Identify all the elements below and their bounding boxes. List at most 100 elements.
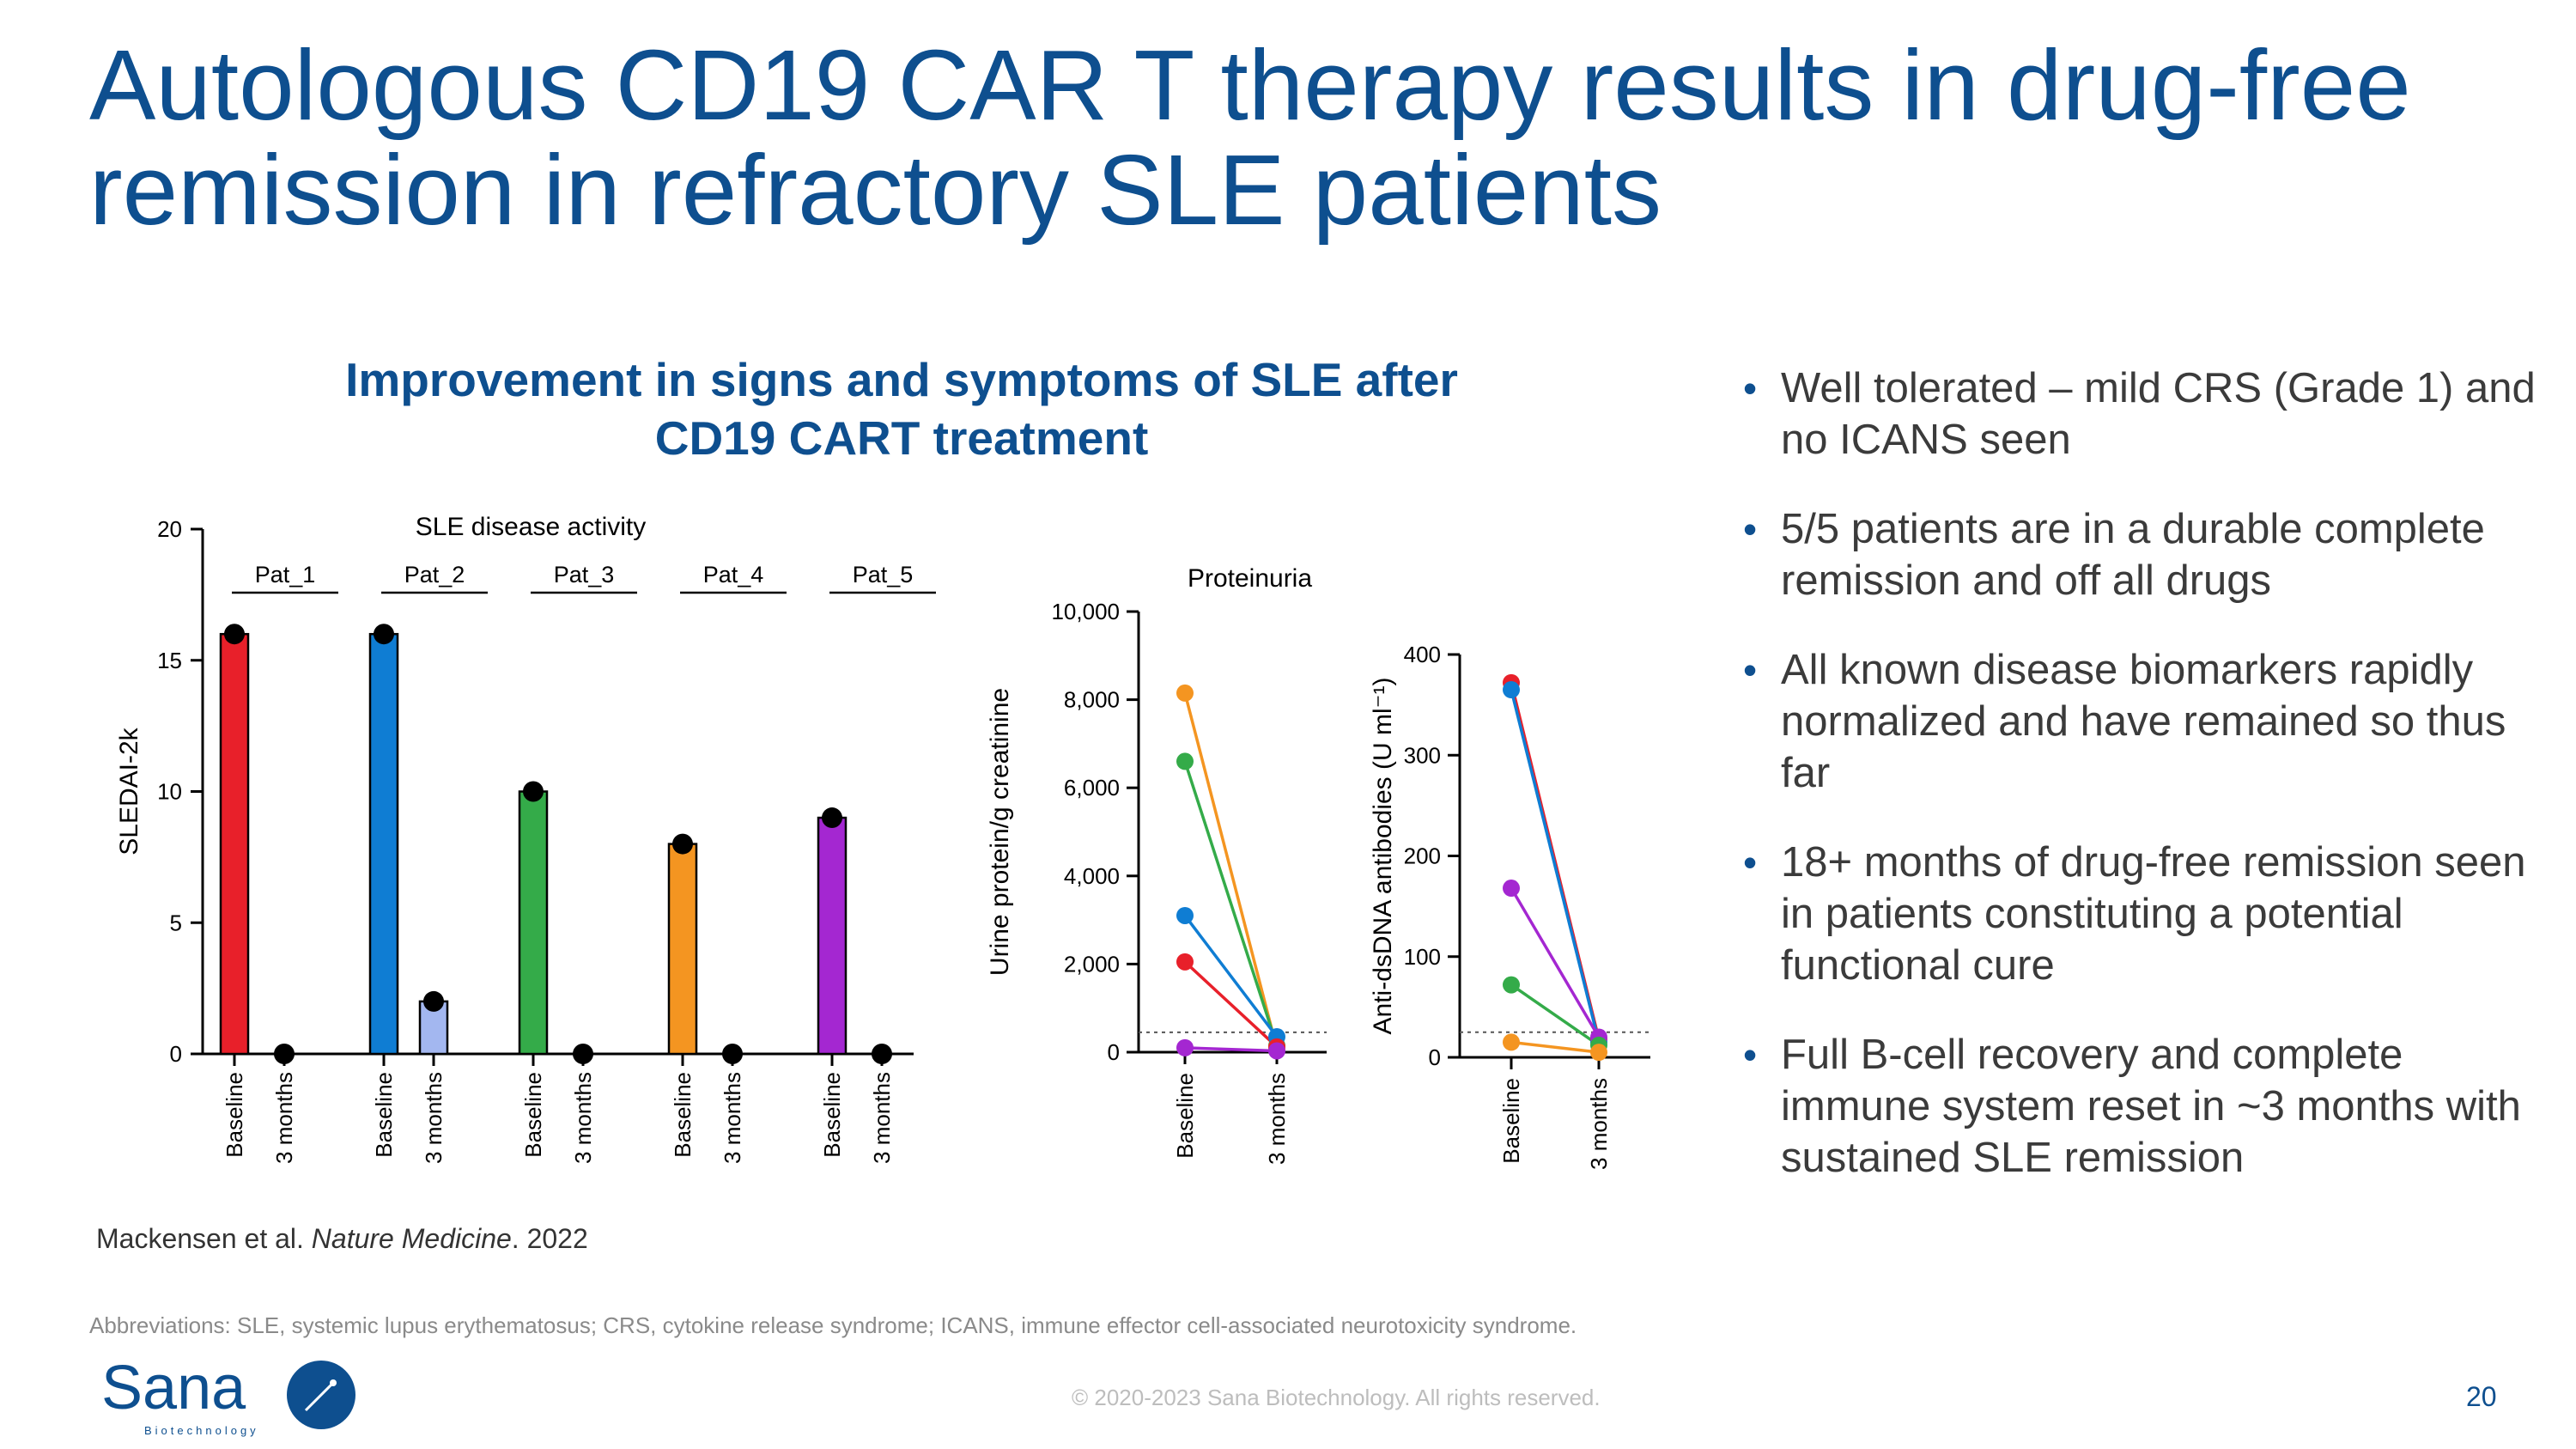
- x-tick-label: Baseline: [670, 1072, 696, 1158]
- patient-label: Pat_2: [404, 562, 465, 588]
- citation-journal: Nature Medicine: [311, 1223, 512, 1254]
- bullet-dot-icon: •: [1743, 366, 1758, 411]
- citation-authors: Mackensen et al.: [96, 1223, 312, 1254]
- x-tick-label: Baseline: [371, 1072, 397, 1158]
- y-axis-label: Anti-dsDNA antibodies (U ml⁻¹): [1369, 678, 1397, 1035]
- anti-dsdna-line-chart: 0 100 200 300 400 Anti-dsDNA antibodies (U ml…: [1369, 642, 1650, 1170]
- y-tick-label: 100: [1404, 944, 1441, 970]
- bullet-item: • 18+ months of drug-free remission seen …: [1743, 837, 2542, 991]
- slide-title: Autologous CD19 CAR T therapy results in…: [89, 29, 2411, 246]
- y-axis-label: Urine protein/g creatinine: [986, 688, 1014, 976]
- series-line-green: [1183, 760, 1279, 1046]
- y-tick-label: 0: [1108, 1039, 1120, 1065]
- x-tick-label: Baseline: [1172, 1073, 1198, 1159]
- series-line-orange: [1183, 692, 1279, 1050]
- series-line-orange: [1510, 1040, 1600, 1054]
- y-axis-label: SLEDAI-2k: [115, 727, 143, 855]
- patient-label: Pat_1: [255, 562, 316, 588]
- y-tick-label: 200: [1404, 843, 1441, 869]
- x-tick-label: 3 months: [1586, 1078, 1612, 1170]
- data-point-purple: [1268, 1042, 1285, 1060]
- series-line-purple: [1184, 1046, 1278, 1053]
- y-tick-label: 0: [170, 1041, 182, 1067]
- logo-dot-icon: [330, 1379, 337, 1386]
- y-tick-label: 4,000: [1064, 863, 1120, 889]
- y-tick-label: 2,000: [1064, 951, 1120, 977]
- patient-label: Pat_3: [554, 562, 615, 588]
- data-point-purple: [1503, 880, 1520, 898]
- logo-wordmark: Sana: [101, 1355, 246, 1422]
- data-point-orange: [1590, 1044, 1607, 1062]
- y-tick-label: 8,000: [1064, 687, 1120, 713]
- bullet-text: 5/5 patients are in a durable complete r…: [1781, 506, 2485, 604]
- x-tick-label: 3 months: [271, 1072, 297, 1164]
- y-tick-label: 20: [157, 516, 182, 542]
- data-point-orange: [1176, 684, 1194, 702]
- y-tick-label: 15: [157, 648, 182, 673]
- bullet-item: • All known disease biomarkers rapidly no…: [1743, 644, 2542, 799]
- chart-title: SLE disease activity: [416, 513, 646, 541]
- data-point-orange: [1503, 1033, 1520, 1051]
- data-point: [374, 624, 394, 645]
- y-tick-label: 300: [1404, 742, 1441, 768]
- sledai-bar-chart: 0 5 10 15 20 SLEDAI-2k SLE disease activity Pat…: [115, 513, 936, 1164]
- bullet-dot-icon: •: [1743, 507, 1758, 551]
- bullet-text: Well tolerated – mild CRS (Grade 1) and …: [1781, 365, 2536, 463]
- data-point-red: [1176, 953, 1194, 971]
- page-number: 20: [2466, 1381, 2497, 1412]
- bullet-item: • 5/5 patients are in a durable complete …: [1743, 503, 2542, 606]
- x-tick-label: Baseline: [520, 1072, 546, 1158]
- x-tick-label: 3 months: [421, 1072, 447, 1164]
- patient-label: Pat_4: [703, 562, 764, 588]
- x-tick-label: Baseline: [222, 1072, 247, 1158]
- data-point-green: [1176, 752, 1194, 770]
- series-line-purple: [1510, 887, 1601, 1038]
- x-tick-label: 3 months: [720, 1072, 745, 1164]
- data-point: [672, 833, 693, 855]
- y-tick-label: 400: [1404, 642, 1441, 667]
- data-point: [224, 624, 245, 645]
- data-point-green: [1503, 976, 1520, 994]
- patient-label: Pat_5: [853, 562, 914, 588]
- bullet-text: 18+ months of drug-free remission seen i…: [1781, 839, 2526, 989]
- bullet-text: Full B-cell recovery and complete immune…: [1781, 1032, 2521, 1181]
- x-tick-label: Baseline: [1498, 1078, 1524, 1164]
- series-line-red: [1183, 960, 1279, 1049]
- chart-title: Proteinuria: [1188, 564, 1312, 593]
- bullet-item: • Well tolerated – mild CRS (Grade 1) and…: [1743, 362, 2542, 466]
- proteinuria-line-chart: 0 2,000 4,000 6,000 8,000 10,000 Urine protein…: [986, 564, 1327, 1165]
- chart-heading: Improvement in signs and symptoms of SLE…: [232, 350, 1571, 467]
- data-point-blue: [1503, 681, 1520, 699]
- chart-heading-line-1: Improvement in signs and symptoms of SLE…: [345, 353, 1458, 406]
- y-tick-label: 6,000: [1064, 775, 1120, 801]
- bullet-dot-icon: •: [1743, 648, 1758, 692]
- y-tick-label: 0: [1429, 1044, 1441, 1070]
- bullet-text: All known disease biomarkers rapidly nor…: [1781, 647, 2506, 796]
- sana-logo: Sana Biotechnology: [101, 1355, 355, 1437]
- y-tick-label: 5: [170, 910, 182, 935]
- logo-subtext: Biotechnology: [144, 1424, 259, 1437]
- data-point: [423, 990, 444, 1012]
- citation: Mackensen et al. Nature Medicine. 2022: [96, 1223, 588, 1255]
- citation-year: . 2022: [511, 1223, 588, 1254]
- bullet-list: • Well tolerated – mild CRS (Grade 1) and…: [1743, 362, 2542, 1221]
- data-point-purple: [1176, 1038, 1194, 1056]
- copyright: © 2020-2023 Sana Biotechnology. All righ…: [1072, 1385, 1601, 1410]
- y-tick-label: 10,000: [1051, 599, 1120, 624]
- chart-heading-line-2: CD19 CART treatment: [654, 411, 1149, 465]
- x-tick-label: 3 months: [1264, 1073, 1290, 1165]
- series-line-green: [1510, 983, 1600, 1047]
- y-tick-label: 10: [157, 779, 182, 805]
- x-tick-label: 3 months: [570, 1072, 596, 1164]
- bullet-dot-icon: •: [1743, 840, 1758, 885]
- x-tick-label: 3 months: [869, 1072, 895, 1164]
- data-point-blue: [1176, 906, 1194, 924]
- bullet-dot-icon: •: [1743, 1032, 1758, 1077]
- x-tick-label: Baseline: [819, 1072, 845, 1158]
- logo-needle-icon: [304, 1379, 337, 1412]
- data-point: [523, 781, 544, 802]
- series-line-blue: [1183, 914, 1279, 1038]
- abbreviations-footnote: Abbreviations: SLE, systemic lupus eryth…: [89, 1312, 1577, 1338]
- series-line-blue: [1510, 689, 1601, 1043]
- bullet-item: • Full B-cell recovery and complete immun…: [1743, 1029, 2542, 1184]
